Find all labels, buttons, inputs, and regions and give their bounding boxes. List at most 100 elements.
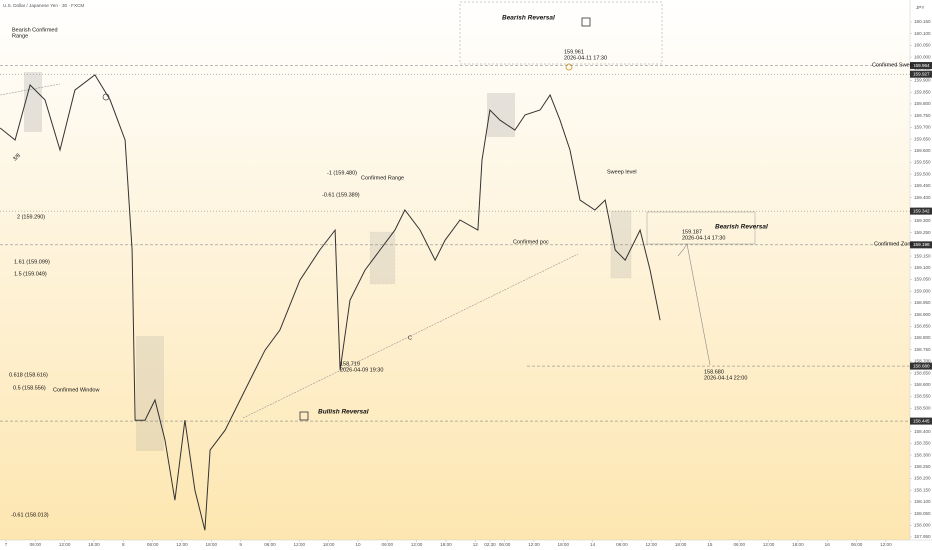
y-tick-label: 158.850	[914, 324, 931, 329]
x-tick-label: 10	[355, 542, 361, 547]
y-tick-label: 158.200	[914, 476, 931, 481]
y-tick-label: 159.450	[914, 183, 931, 188]
check-icon	[299, 411, 309, 421]
annotation: Bearish Reversal	[502, 15, 555, 22]
annotation: Confirmed Sweep	[872, 62, 916, 68]
x-tick-label: 12:00	[59, 542, 71, 547]
annotation: -0.61 (158.013)	[11, 512, 49, 518]
annotation: -1 (159.480)	[327, 170, 357, 176]
level-tag	[910, 207, 932, 215]
x-tick-label: 15	[707, 542, 713, 547]
y-tick-label: 160.050	[914, 43, 931, 48]
y-tick-label: 158.350	[914, 441, 931, 446]
y-tick-label: 159.000	[914, 288, 931, 293]
y-tick-label: 159.600	[914, 148, 931, 153]
x-tick-label: 14	[590, 542, 596, 547]
level-label: 159.927	[913, 71, 930, 76]
level-label: 159.198	[913, 242, 930, 247]
annotation: 158.680	[704, 369, 724, 375]
annotation: 0.618 (158.616)	[9, 372, 48, 378]
y-tick-label: 158.100	[914, 499, 931, 504]
x-tick-label: 18:00	[675, 542, 687, 547]
level-tag	[910, 362, 932, 370]
y-tick-label: 158.250	[914, 464, 931, 469]
annotation: 2026-04-14 17:30	[682, 235, 725, 241]
annotation: Bearish Confirmed	[12, 27, 58, 33]
x-tick-label: 18:00	[206, 542, 218, 547]
annotation: Confirmed poc	[513, 239, 549, 245]
x-tick-label: 12:00	[763, 542, 775, 547]
plot-background	[0, 0, 910, 540]
x-tick-label: 12:00	[176, 542, 188, 547]
x-tick-label: 06:00	[30, 542, 42, 547]
x-tick-label: 9	[239, 542, 242, 547]
level-tag	[910, 241, 932, 249]
annotation: C	[408, 335, 412, 341]
level-label: 158.680	[913, 363, 930, 368]
x-tick-label: 12:00	[294, 542, 306, 547]
x-tick-label: 18:00	[88, 542, 100, 547]
level-label: 159.342	[913, 208, 930, 213]
y-tick-label: 159.050	[914, 277, 931, 282]
y-tick-label: 158.600	[914, 382, 931, 387]
annotation: Confirmed Window	[53, 387, 99, 393]
currency: JPY	[916, 5, 924, 10]
level-tag	[910, 417, 932, 425]
level-label: 158.445	[913, 418, 930, 423]
trend-line	[242, 253, 579, 419]
x-tick-label: 06:00	[851, 542, 863, 547]
y-tick-label: 158.700	[914, 359, 931, 364]
annotation: Sweep level	[607, 169, 637, 175]
x-tick-label: 18:00	[792, 542, 804, 547]
range-box	[487, 93, 515, 137]
y-tick-label: 158.500	[914, 405, 931, 410]
y-tick-label: 158.800	[914, 335, 931, 340]
annotation: Bullish Reversal	[318, 409, 369, 416]
y-tick-label: 159.500	[914, 171, 931, 176]
x-tick-label: 06:00	[264, 542, 276, 547]
check-icon	[581, 17, 591, 27]
annotation: Confirmed Range	[361, 175, 404, 181]
x-tick-label: 8	[122, 542, 125, 547]
x-tick-label: 06:00	[734, 542, 746, 547]
y-tick-label: 159.550	[914, 160, 931, 165]
zone-box	[646, 211, 756, 245]
x-tick-label: 06:00	[499, 542, 511, 547]
annotation: 1.61 (159.099)	[14, 259, 50, 265]
trend-line	[0, 83, 61, 96]
y-tick-label: 158.750	[914, 347, 931, 352]
annotation: 2026-04-11 17:30	[564, 55, 607, 61]
y-tick-label: 158.300	[914, 452, 931, 457]
y-tick-label: 159.850	[914, 89, 931, 94]
y-tick-label: 159.800	[914, 101, 931, 106]
price-axis	[910, 0, 932, 550]
annotation: Range	[12, 33, 28, 39]
range-box	[24, 72, 42, 132]
y-tick-label: 159.750	[914, 113, 931, 118]
x-tick-label: 06:00	[147, 542, 159, 547]
annotation: 3/8	[12, 153, 22, 163]
y-tick-label: 158.150	[914, 487, 931, 492]
y-tick-label: 159.250	[914, 230, 931, 235]
annotation: 158.719	[340, 361, 360, 367]
annotation: Confirmed Zone	[874, 241, 913, 247]
annotation: -0.61 (159.389)	[322, 192, 360, 198]
x-tick-label: 02:30	[484, 542, 496, 547]
annotation: Bearish Reversal	[715, 224, 768, 231]
x-tick-label: 12:00	[880, 542, 892, 547]
y-tick-label: 158.000	[914, 522, 931, 527]
x-tick-label: 12:00	[646, 542, 658, 547]
y-tick-label: 158.050	[914, 511, 931, 516]
y-tick-label: 158.900	[914, 312, 931, 317]
level-tag	[910, 70, 932, 78]
y-tick-label: 158.400	[914, 429, 931, 434]
y-tick-label: 159.400	[914, 195, 931, 200]
y-tick-label: 159.300	[914, 218, 931, 223]
y-tick-label: 158.650	[914, 370, 931, 375]
annotation: 159.187	[682, 229, 702, 235]
y-tick-label: 160.000	[914, 54, 931, 59]
y-tick-label: 159.650	[914, 136, 931, 141]
reversal-box	[459, 1, 663, 65]
x-tick-label: 06:00	[382, 542, 394, 547]
